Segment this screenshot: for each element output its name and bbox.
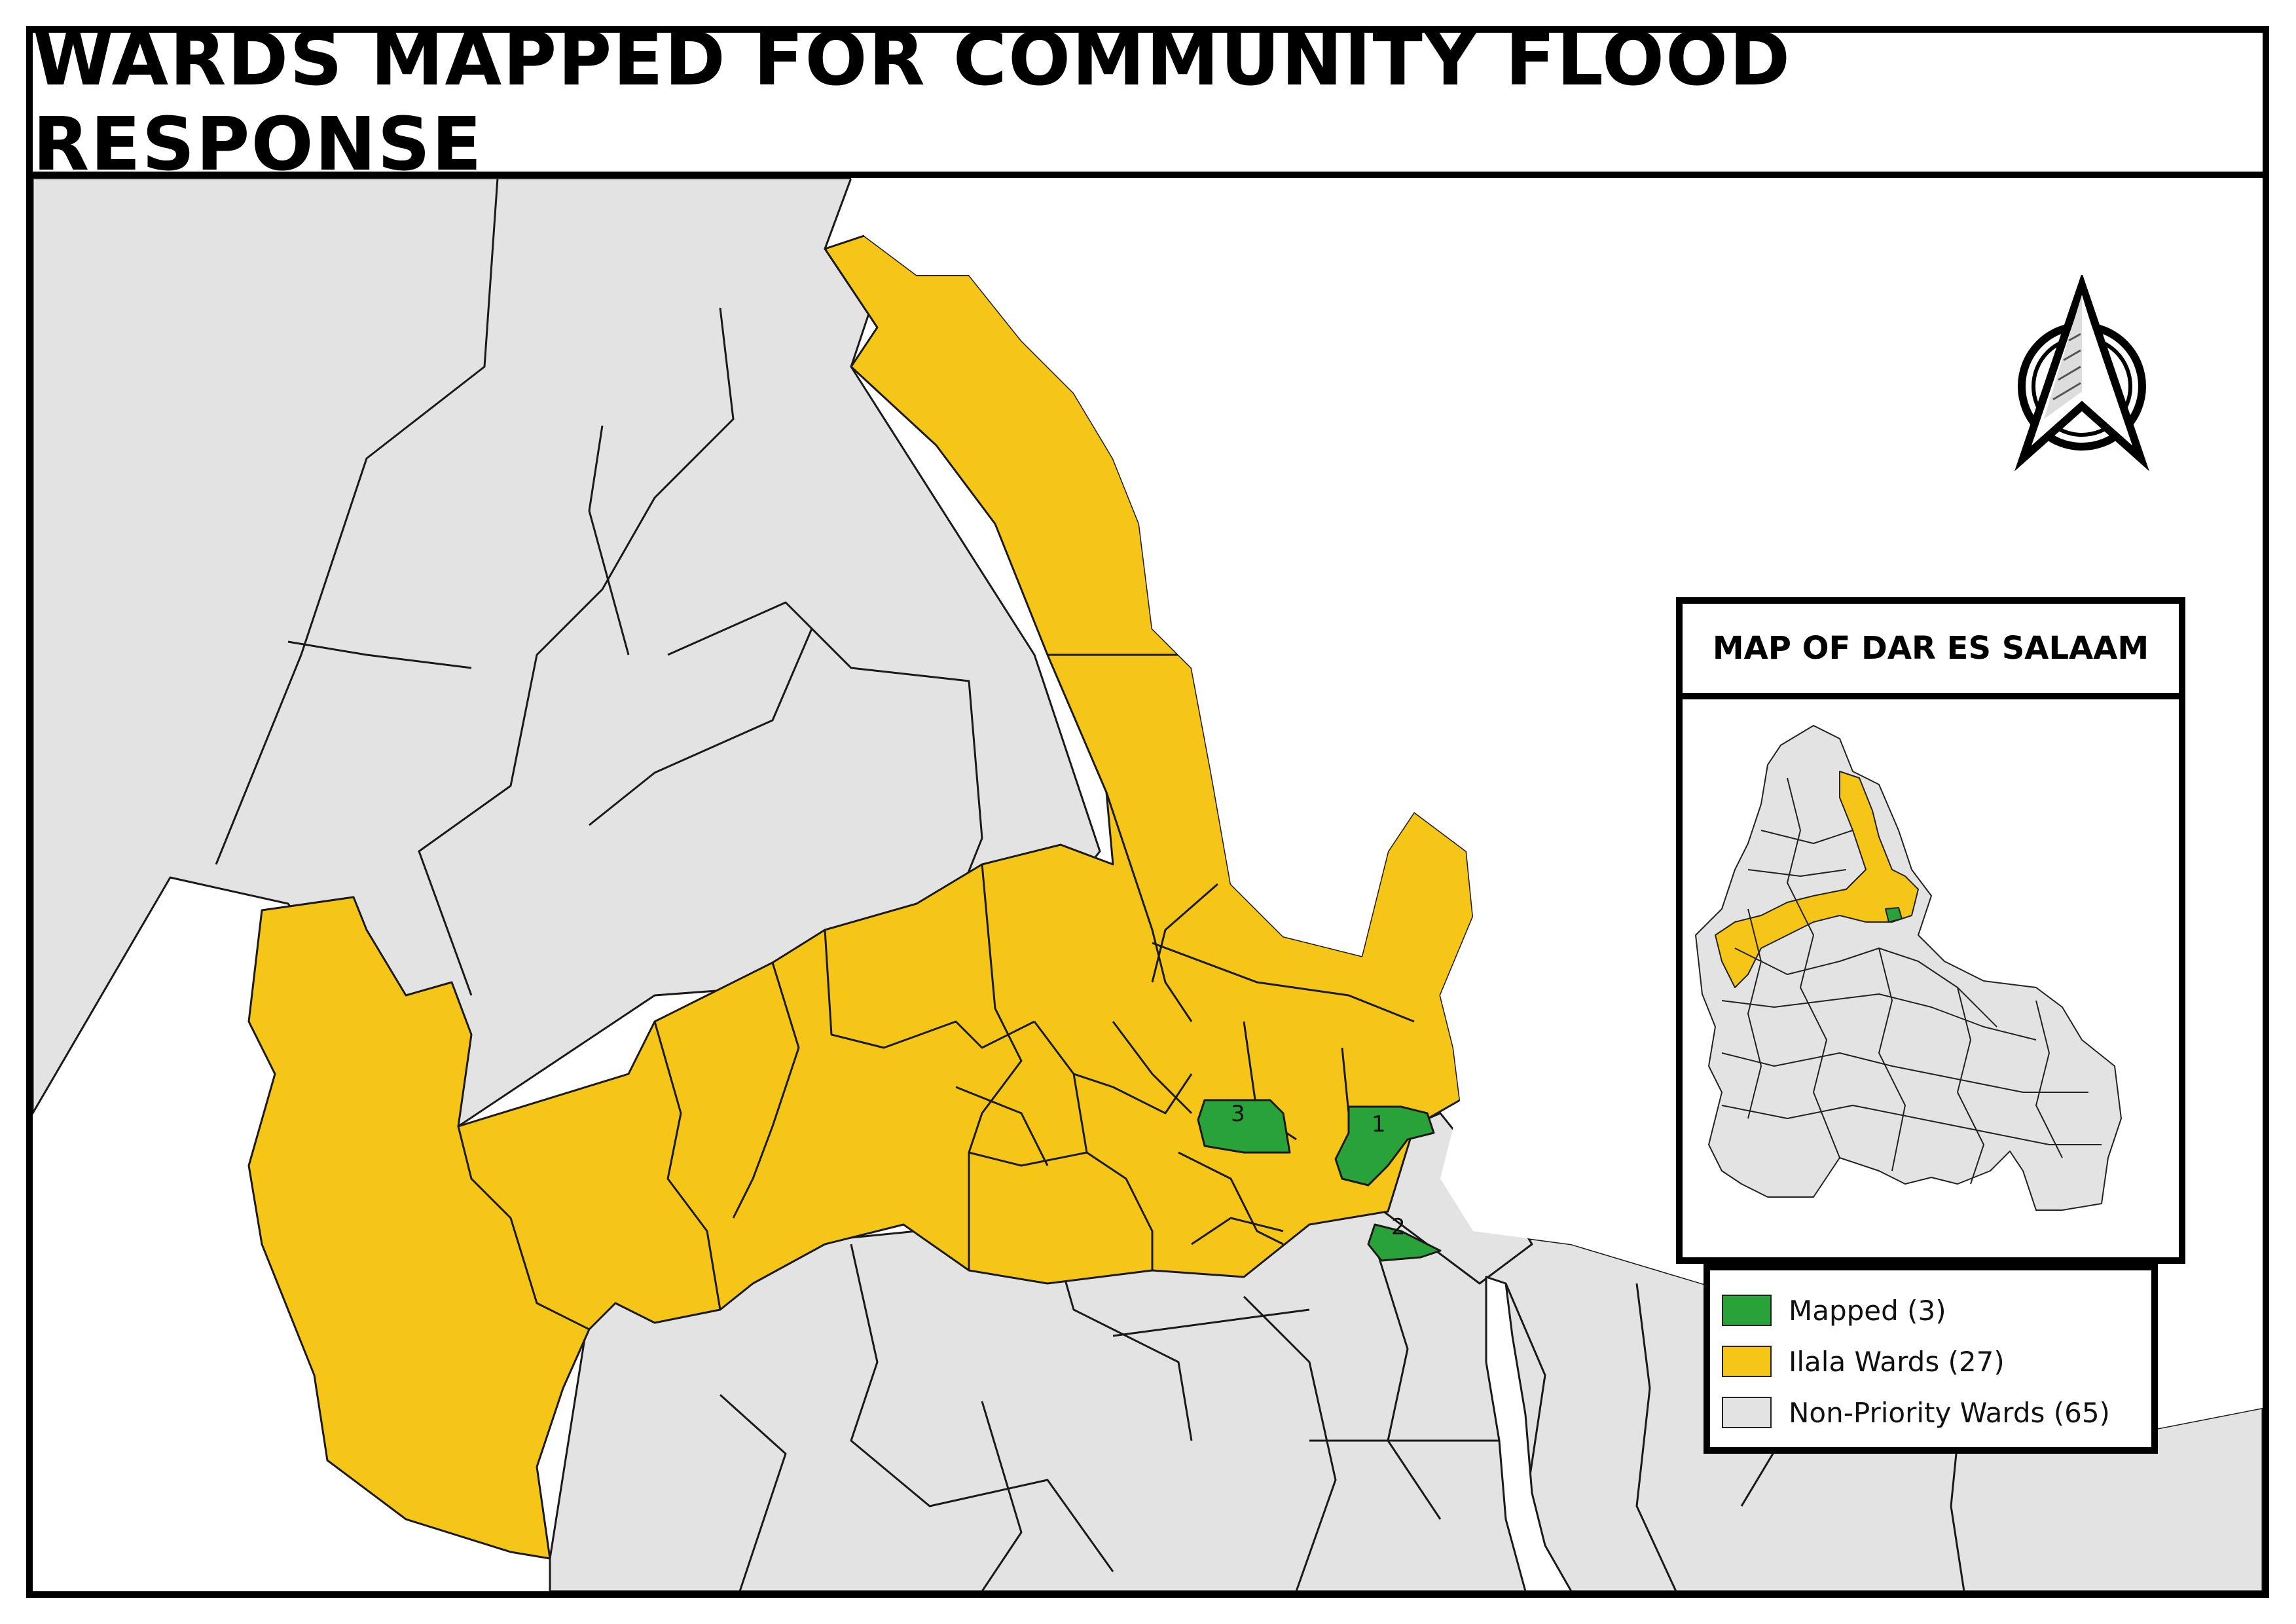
inset-dar-es-salaam-outline <box>1695 725 2122 1211</box>
legend-label: Mapped (3) <box>1789 1294 1946 1327</box>
water-inlet <box>1485 1276 1573 1591</box>
ward-label: 2 <box>1391 1214 1406 1240</box>
north-arrow-icon <box>2014 275 2149 471</box>
legend-item-mapped: Mapped (3) <box>1722 1285 2151 1336</box>
legend-swatch <box>1722 1295 1772 1326</box>
ward-label: 1 <box>1372 1111 1386 1137</box>
legend-swatch <box>1722 1397 1772 1428</box>
title-bar: WARDS MAPPED FOR COMMUNITY FLOOD RESPONS… <box>26 17 2269 187</box>
ward-mapped <box>1367 1223 1442 1262</box>
map-title: WARDS MAPPED FOR COMMUNITY FLOOD RESPONS… <box>33 17 1792 187</box>
legend-item-ilala: Ilala Wards (27) <box>1722 1336 2151 1387</box>
legend-label: Non-Priority Wards (65) <box>1789 1396 2110 1429</box>
inset-title: MAP OF DAR ES SALAAM <box>1712 630 2149 667</box>
inset-ilala <box>1715 771 1919 988</box>
legend-item-non-priority: Non-Priority Wards (65) <box>1722 1387 2151 1438</box>
legend-swatch <box>1722 1346 1772 1377</box>
inset-map <box>1676 693 2185 1264</box>
legend: Mapped (3) Ilala Wards (27) Non-Priority… <box>1704 1264 2158 1454</box>
ward-label: 3 <box>1231 1101 1245 1127</box>
ward-mapped <box>1197 1099 1291 1154</box>
inset-mapped <box>1885 907 1903 923</box>
ward-mapped <box>1334 1105 1435 1187</box>
inset-title-box: MAP OF DAR ES SALAAM <box>1676 597 2185 699</box>
legend-label: Ilala Wards (27) <box>1789 1345 2005 1378</box>
